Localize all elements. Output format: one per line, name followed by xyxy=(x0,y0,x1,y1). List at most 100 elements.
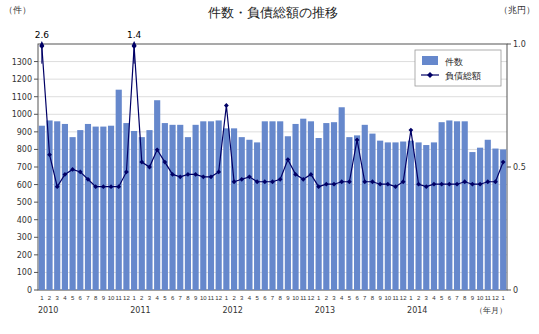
marker xyxy=(63,172,68,177)
annotations: 2.61.4 xyxy=(35,30,142,64)
y-tick-label: 100 xyxy=(17,268,32,277)
x-tick-label: 1 xyxy=(501,295,505,301)
bar xyxy=(193,125,199,290)
annotation-arrow xyxy=(41,43,42,64)
bar xyxy=(162,123,168,290)
marker xyxy=(224,103,229,108)
x-tick-label: 1 xyxy=(40,295,44,301)
marker xyxy=(55,184,60,189)
y-tick xyxy=(34,149,38,150)
marker xyxy=(293,172,298,177)
bar xyxy=(262,121,268,290)
x-tick-label: 2 xyxy=(48,295,52,301)
x-tick-label: 7 xyxy=(363,295,367,301)
x-tick-label: 11 xyxy=(485,295,492,301)
bar xyxy=(354,135,360,290)
x-tick-label: 3 xyxy=(332,295,336,301)
marker xyxy=(186,172,191,177)
marker xyxy=(247,174,252,179)
bar xyxy=(439,122,445,290)
bar xyxy=(39,126,45,290)
x-tick-label: 12 xyxy=(492,295,499,301)
marker xyxy=(139,160,144,165)
bar xyxy=(454,121,460,290)
marker xyxy=(385,182,390,187)
marker xyxy=(86,177,91,182)
x-tick-label: 11 xyxy=(392,295,399,301)
grid xyxy=(38,62,507,290)
bar xyxy=(369,134,375,290)
marker xyxy=(47,152,52,157)
x-tick-label: 11 xyxy=(116,295,123,301)
x-tick-label: 7 xyxy=(271,295,275,301)
bar xyxy=(177,125,183,290)
x-tick-label: 2 xyxy=(140,295,144,301)
y-tick xyxy=(34,290,38,291)
bar xyxy=(54,121,60,290)
x-tick-label: 6 xyxy=(79,295,83,301)
y-tick xyxy=(34,272,38,273)
bar xyxy=(392,142,398,290)
x-tick-label: 9 xyxy=(378,295,382,301)
line xyxy=(42,46,503,186)
y2-tick xyxy=(507,167,511,168)
marker xyxy=(301,177,306,182)
bar xyxy=(492,149,498,290)
y2-tick-label: 0 xyxy=(513,286,518,295)
marker xyxy=(170,172,175,177)
x-tick-label: 12 xyxy=(123,295,130,301)
bar xyxy=(77,130,83,290)
legend: 件数負債総額 xyxy=(415,50,501,86)
x-tick-label: 1 xyxy=(132,295,136,301)
annotation: 2.6 xyxy=(35,30,50,40)
marker xyxy=(124,170,129,175)
x-tick-label: 10 xyxy=(292,295,299,301)
bar xyxy=(446,120,452,290)
marker xyxy=(324,182,329,187)
marker xyxy=(332,182,337,187)
x-tick-label: 4 xyxy=(156,295,160,301)
bar xyxy=(269,121,275,290)
bar xyxy=(169,125,175,290)
marker xyxy=(78,170,83,175)
x-tick-label: 7 xyxy=(86,295,90,301)
bar xyxy=(223,128,229,290)
bar xyxy=(346,137,352,290)
y-tick xyxy=(34,96,38,97)
x-group-label: 2010 xyxy=(38,306,58,315)
x-group-label: 2013 xyxy=(315,306,335,315)
marker xyxy=(316,184,321,189)
x-group-label: 2014 xyxy=(407,306,427,315)
marker xyxy=(355,138,360,143)
y-tick-label: 400 xyxy=(17,216,32,225)
bar xyxy=(277,121,283,290)
bar xyxy=(285,136,291,290)
bar xyxy=(416,142,422,290)
marker xyxy=(216,170,221,175)
bar xyxy=(500,149,506,290)
bar xyxy=(431,142,437,290)
x-tick-label: 9 xyxy=(286,295,290,301)
x-tick-label: 9 xyxy=(194,295,198,301)
bar xyxy=(308,121,314,290)
x-tick-label: 9 xyxy=(102,295,106,301)
y-tick xyxy=(34,254,38,255)
marker xyxy=(201,174,206,179)
marker xyxy=(378,182,383,187)
marker xyxy=(147,165,152,170)
x-tick-label: 2 xyxy=(232,295,236,301)
x-tick-label: 12 xyxy=(308,295,315,301)
bar xyxy=(70,137,76,290)
marker xyxy=(424,184,429,189)
x-tick-label: 1 xyxy=(317,295,321,301)
bar xyxy=(339,107,345,290)
x-tick-label: 4 xyxy=(432,295,436,301)
grid-line xyxy=(38,114,507,115)
marker xyxy=(101,184,106,189)
x-tick-label: 6 xyxy=(263,295,267,301)
marker xyxy=(447,182,452,187)
y-tick xyxy=(34,184,38,185)
x-group-label: 2011 xyxy=(130,306,150,315)
bar xyxy=(185,137,191,290)
marker xyxy=(309,172,314,177)
